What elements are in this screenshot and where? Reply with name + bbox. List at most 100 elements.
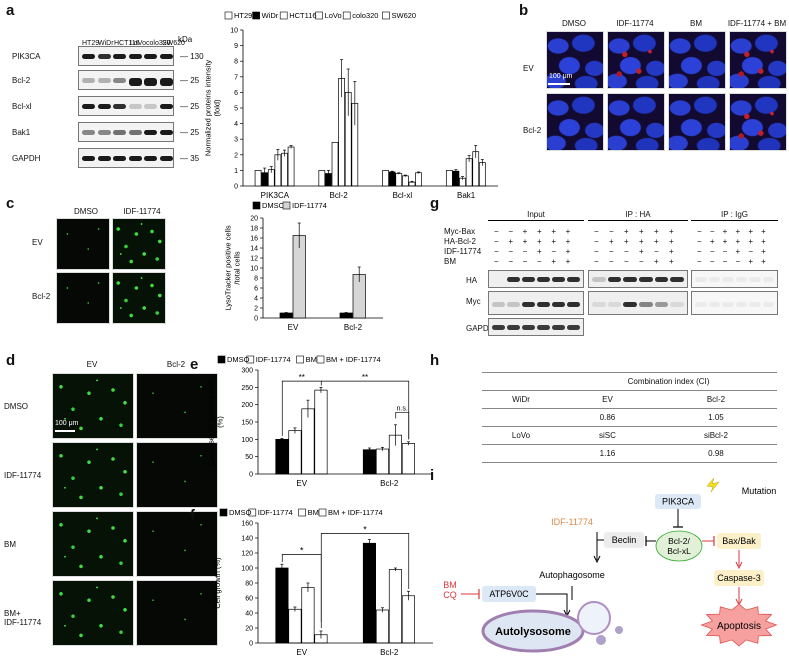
band (97, 54, 111, 59)
condition-sign: − (697, 227, 702, 236)
condition-sign: + (654, 227, 659, 236)
y-axis-label: Caspase-3/7 positive cells(%) (207, 378, 225, 465)
condition-sign: − (609, 247, 614, 256)
condition-sign: − (624, 247, 629, 256)
y-tick-label: 18 (250, 226, 258, 233)
column-label: EV (86, 360, 98, 369)
beclin-node: Beclin (612, 535, 637, 545)
y-tick-label: 300 (241, 368, 253, 375)
condition-sign: − (551, 247, 556, 256)
panel-label-d: d (6, 352, 16, 369)
band (144, 54, 157, 59)
fluorescence-image (136, 511, 218, 577)
condition-sign: − (697, 257, 702, 266)
atp6v0c-node: ATP6V0C (489, 589, 529, 599)
baxbak-node: Bax/Bak (722, 536, 756, 546)
y-tick-label: 8 (254, 276, 258, 283)
band (537, 302, 550, 307)
ci-cell: EV (560, 390, 655, 409)
band (522, 325, 535, 330)
condition-sign: + (565, 257, 571, 266)
band (607, 302, 622, 307)
legend-label: DMSO (227, 355, 250, 364)
kda-header: kDa (178, 35, 193, 44)
y-tick-label: 0 (234, 184, 238, 191)
ci-cell: WiDr (482, 390, 560, 409)
band (749, 302, 761, 307)
condition-sign: + (669, 237, 674, 246)
bar (388, 569, 402, 644)
legend-swatch (282, 201, 291, 210)
significance-bracket (395, 411, 410, 440)
band (762, 277, 774, 282)
bar (275, 438, 289, 475)
band (623, 302, 637, 307)
x-category-label: PIK3CA (261, 191, 290, 200)
bar (287, 146, 295, 187)
legend-swatch (252, 11, 260, 20)
legend-label: BM (308, 508, 319, 517)
ci-cell: 1.05 (654, 408, 777, 427)
blot-strip (78, 46, 174, 66)
annotation: ** (299, 373, 305, 382)
significance-bracket (281, 380, 322, 436)
band (144, 156, 157, 161)
bar (401, 595, 415, 644)
blot-row-label: PIK3CA (12, 52, 41, 61)
fluorescence-image (52, 511, 134, 577)
condition-sign: − (735, 257, 741, 266)
condition-sign: + (669, 257, 674, 266)
condition-sign: + (654, 237, 659, 246)
condition-sign: + (522, 227, 528, 236)
bar (402, 175, 409, 187)
condition-sign: − (709, 257, 715, 266)
condition-sign: − (697, 237, 702, 246)
condition-sign: − (508, 247, 513, 256)
row-label: BM+ IDF-11774 (4, 609, 42, 627)
legend-swatch (219, 508, 228, 517)
y-tick-label: 9 (234, 43, 238, 50)
kda-marker: — 130 (180, 52, 204, 61)
band (670, 277, 684, 282)
blot-strip (488, 270, 584, 288)
blot-row-label: Myc (466, 297, 481, 306)
condition-sign: − (537, 257, 542, 266)
panel-label-f: f (190, 507, 195, 524)
kda-marker: — 25 (180, 102, 200, 111)
fluorescence-image (56, 272, 110, 324)
bar (362, 542, 376, 644)
band (552, 302, 565, 307)
condition-sign: − (522, 257, 528, 266)
y-tick-label: 0 (249, 472, 253, 479)
ip-group-label: IP : HA (625, 210, 651, 219)
y-tick-label: 12 (250, 256, 258, 263)
mutation-label: Mutation (742, 486, 777, 496)
condition-sign: − (654, 247, 659, 256)
bar (314, 389, 328, 475)
fluorescence-image (56, 218, 110, 270)
band (592, 302, 606, 307)
band (159, 156, 173, 161)
blot-strip (78, 122, 174, 142)
bar (382, 170, 389, 187)
condition-sign: + (722, 227, 728, 236)
blot-row-label: GAPDH (466, 324, 495, 333)
y-tick-label: 80 (245, 581, 253, 588)
band (567, 325, 580, 330)
condition-sign: + (624, 227, 629, 236)
column-label: IDF-11774 + BM (727, 19, 787, 28)
y-tick-label: 4 (254, 296, 258, 303)
y-tick-label: 7 (234, 74, 238, 81)
condition-sign: − (624, 257, 629, 266)
band (97, 78, 111, 83)
ci-cell: LoVo (482, 426, 560, 445)
fluorescence-image (136, 373, 218, 439)
y-tick-label: 50 (245, 454, 253, 461)
band (128, 130, 142, 135)
condition-label: HA-Bcl-2 (444, 237, 477, 246)
confocal-image (668, 93, 726, 151)
ci-row: 1.16 0.98 (482, 444, 777, 463)
condition-sign: + (761, 247, 766, 256)
lane-label: colo320 (146, 40, 171, 47)
bar (301, 408, 315, 475)
